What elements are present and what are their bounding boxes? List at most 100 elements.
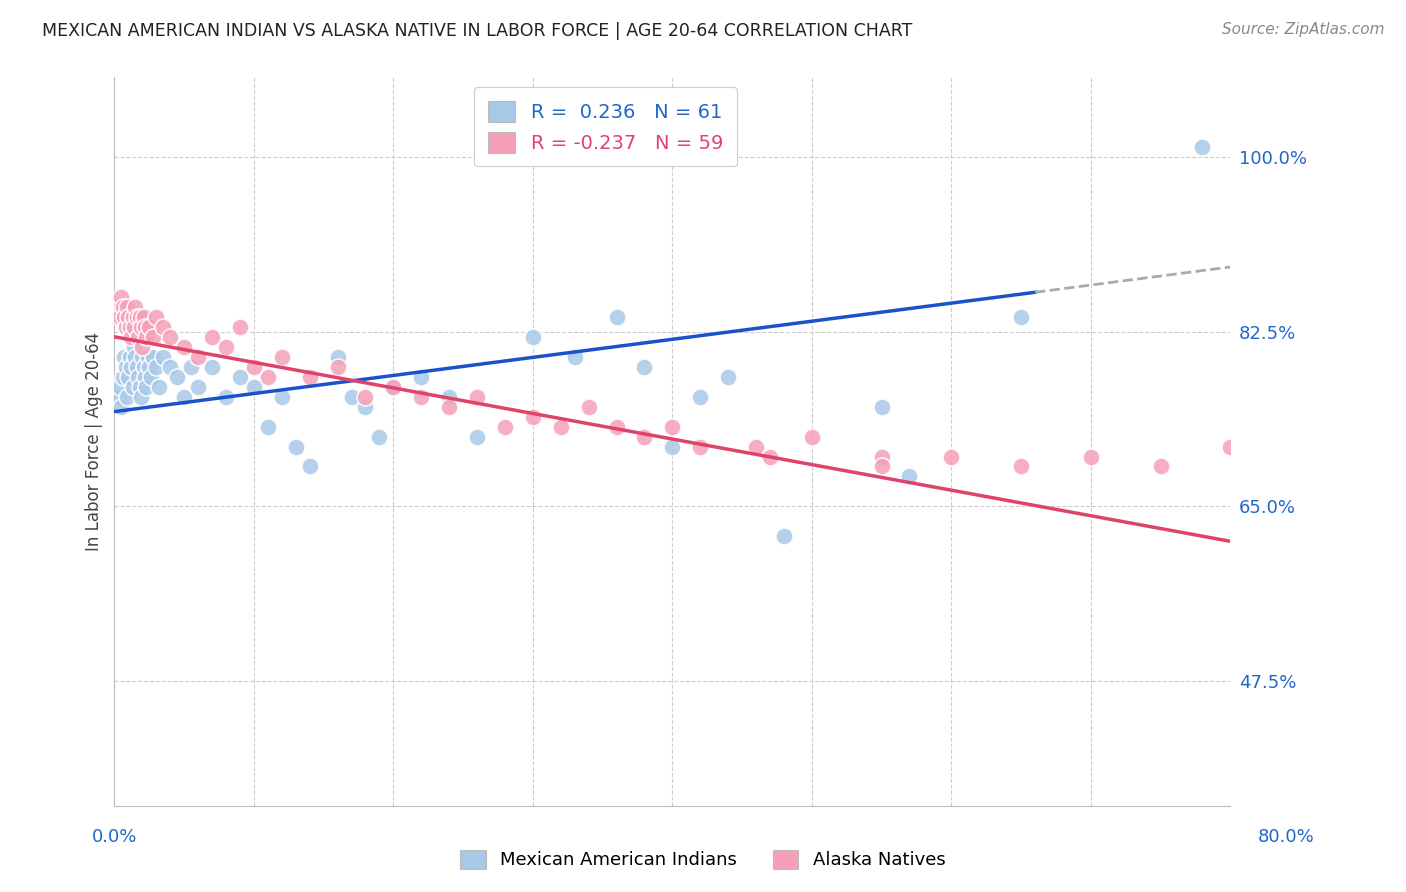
- Point: [187, 379, 209, 393]
- Point: [354, 400, 377, 414]
- Point: [326, 350, 349, 364]
- Point: [136, 350, 159, 364]
- Point: [689, 440, 711, 454]
- Point: [606, 310, 628, 324]
- Point: [128, 310, 150, 324]
- Point: [898, 469, 921, 483]
- Point: [173, 340, 195, 354]
- Point: [870, 459, 893, 474]
- Point: [298, 459, 321, 474]
- Point: [159, 359, 181, 374]
- Point: [127, 330, 149, 344]
- Point: [633, 359, 655, 374]
- Point: [111, 300, 134, 314]
- Point: [138, 319, 160, 334]
- Point: [187, 350, 209, 364]
- Point: [1191, 140, 1213, 154]
- Point: [138, 359, 160, 374]
- Point: [120, 359, 142, 374]
- Point: [134, 319, 156, 334]
- Point: [437, 400, 460, 414]
- Point: [132, 310, 155, 324]
- Text: Source: ZipAtlas.com: Source: ZipAtlas.com: [1222, 22, 1385, 37]
- Point: [870, 450, 893, 464]
- Point: [229, 369, 252, 384]
- Point: [152, 350, 174, 364]
- Point: [107, 300, 129, 314]
- Point: [180, 359, 202, 374]
- Point: [115, 300, 138, 314]
- Point: [114, 359, 136, 374]
- Point: [745, 440, 768, 454]
- Point: [131, 340, 153, 354]
- Point: [215, 340, 238, 354]
- Point: [564, 350, 586, 364]
- Point: [122, 319, 145, 334]
- Point: [124, 300, 146, 314]
- Point: [759, 450, 782, 464]
- Point: [661, 419, 683, 434]
- Point: [145, 310, 167, 324]
- Y-axis label: In Labor Force | Age 20-64: In Labor Force | Age 20-64: [86, 332, 103, 551]
- Point: [229, 319, 252, 334]
- Legend: R =  0.236   N = 61, R = -0.237   N = 59: R = 0.236 N = 61, R = -0.237 N = 59: [474, 87, 737, 167]
- Point: [1149, 459, 1171, 474]
- Point: [411, 390, 433, 404]
- Point: [159, 330, 181, 344]
- Point: [465, 429, 488, 443]
- Point: [661, 440, 683, 454]
- Point: [411, 369, 433, 384]
- Point: [148, 379, 170, 393]
- Point: [257, 419, 280, 434]
- Point: [112, 310, 135, 324]
- Point: [152, 319, 174, 334]
- Point: [1219, 440, 1241, 454]
- Point: [382, 379, 405, 393]
- Point: [135, 330, 157, 344]
- Point: [215, 390, 238, 404]
- Legend: Mexican American Indians, Alaska Natives: Mexican American Indians, Alaska Natives: [451, 840, 955, 879]
- Point: [108, 310, 131, 324]
- Point: [243, 359, 266, 374]
- Point: [243, 379, 266, 393]
- Point: [142, 350, 165, 364]
- Point: [125, 359, 148, 374]
- Text: 0.0%: 0.0%: [91, 828, 136, 846]
- Point: [326, 359, 349, 374]
- Point: [125, 310, 148, 324]
- Point: [201, 330, 224, 344]
- Point: [522, 409, 544, 424]
- Point: [1080, 450, 1102, 464]
- Point: [941, 450, 963, 464]
- Point: [173, 390, 195, 404]
- Point: [494, 419, 516, 434]
- Point: [270, 390, 292, 404]
- Text: MEXICAN AMERICAN INDIAN VS ALASKA NATIVE IN LABOR FORCE | AGE 20-64 CORRELATION : MEXICAN AMERICAN INDIAN VS ALASKA NATIVE…: [42, 22, 912, 40]
- Point: [578, 400, 600, 414]
- Point: [437, 390, 460, 404]
- Point: [354, 390, 377, 404]
- Point: [134, 369, 156, 384]
- Point: [800, 429, 823, 443]
- Point: [135, 379, 157, 393]
- Point: [550, 419, 572, 434]
- Point: [114, 319, 136, 334]
- Point: [111, 369, 134, 384]
- Point: [129, 390, 152, 404]
- Point: [122, 340, 145, 354]
- Point: [139, 369, 162, 384]
- Point: [142, 330, 165, 344]
- Point: [107, 390, 129, 404]
- Point: [870, 400, 893, 414]
- Point: [1010, 459, 1032, 474]
- Point: [110, 400, 132, 414]
- Point: [118, 319, 141, 334]
- Point: [117, 369, 139, 384]
- Point: [110, 290, 132, 304]
- Point: [284, 440, 307, 454]
- Point: [298, 369, 321, 384]
- Point: [465, 390, 488, 404]
- Point: [201, 359, 224, 374]
- Point: [121, 379, 143, 393]
- Point: [115, 390, 138, 404]
